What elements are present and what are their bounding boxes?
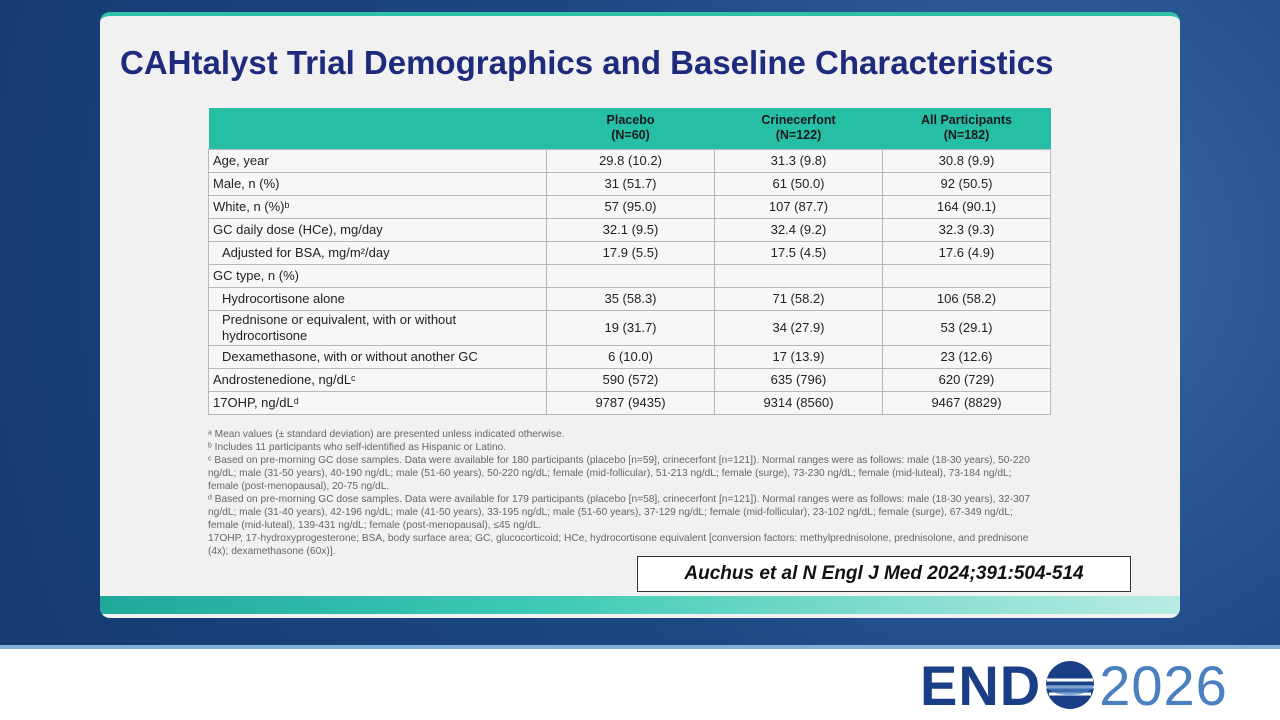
cell-value: 71 (58.2): [714, 286, 883, 311]
logo-globe: [1046, 661, 1095, 709]
cell-value: 6 (10.0): [546, 344, 715, 369]
logo-text: END: [920, 653, 1042, 717]
row-label: Age, year: [208, 148, 547, 173]
cell-empty: [714, 263, 883, 288]
data-table: Placebo (N=60) Crinecerfont (N=122) All Part…: [208, 108, 1051, 415]
cell-value: 32.4 (9.2): [714, 217, 883, 242]
row-label: Prednisone or equivalent, with or withou…: [208, 309, 547, 346]
cell-value: 31 (51.7): [546, 171, 715, 196]
logo: END 2026: [920, 653, 1228, 717]
slide-title: CAHtalyst Trial Demographics and Baselin…: [120, 44, 1054, 81]
cell-value: 34 (27.9): [714, 309, 883, 346]
logo-year: 2026: [1099, 653, 1228, 717]
cell-value: 92 (50.5): [882, 171, 1051, 196]
cell-value: 17.6 (4.9): [882, 240, 1051, 265]
table-row: Adjusted for BSA, mg/m²/day 17.9 (5.5) 17.…: [208, 240, 1051, 265]
cell-value: 590 (572): [546, 367, 715, 392]
header-row: Placebo (N=60) Crinecerfont (N=122) All Part…: [208, 108, 1051, 149]
table-row: 17OHP, ng/dLᵈ 9787 (9435) 9314 (8560) 9467 …: [208, 390, 1051, 415]
cell-value: 9314 (8560): [714, 390, 883, 415]
cell-value: 9467 (8829): [882, 390, 1051, 415]
table-row: Dexamethasone, with or without another G…: [208, 344, 1051, 369]
row-label: Dexamethasone, with or without another G…: [208, 344, 547, 369]
table-row: Hydrocortisone alone 35 (58.3) 71 (58.2) 10…: [208, 286, 1051, 311]
table-row: GC daily dose (HCe), mg/day 32.1 (9.5) 32.…: [208, 217, 1051, 242]
header-line: (N=60): [611, 128, 650, 143]
cell-value: 53 (29.1): [882, 309, 1051, 346]
row-label: Hydrocortisone alone: [208, 286, 547, 311]
cell-value: 31.3 (9.8): [714, 148, 883, 173]
table-row: GC type, n (%): [208, 263, 1051, 288]
cell-value: 32.1 (9.5): [546, 217, 715, 242]
cell-empty: [546, 263, 715, 288]
cell-value: 620 (729): [882, 367, 1051, 392]
table-row: Male, n (%) 31 (51.7) 61 (50.0) 92 (50.5): [208, 171, 1051, 196]
footnote: ᵃ Mean values (± standard deviation) are…: [208, 429, 565, 440]
row-label: GC type, n (%): [208, 263, 547, 288]
row-label: White, n (%)ᵇ: [208, 194, 547, 219]
cell-value: 635 (796): [714, 367, 883, 392]
cell-value: 17 (13.9): [714, 344, 883, 369]
footnote: 17OHP, 17-hydroxyprogesterone; BSA, body…: [208, 533, 1029, 557]
cell-value: 9787 (9435): [546, 390, 715, 415]
footnotes: ᵃ Mean values (± standard deviation) are…: [208, 428, 1038, 558]
header-line: All Participants: [921, 113, 1012, 128]
header-line: (N=122): [775, 128, 822, 143]
header-cell: [208, 108, 547, 149]
cell-value: 164 (90.1): [882, 194, 1051, 219]
bottom-bar: [100, 596, 1180, 614]
cell-value: 107 (87.7): [714, 194, 883, 219]
row-label: 17OHP, ng/dLᵈ: [208, 390, 547, 415]
table-body: Age, year 29.8 (10.2) 31.3 (9.8) 30.8 (9.9)…: [208, 148, 1051, 415]
table-row: Prednisone or equivalent, with or withou…: [208, 309, 1051, 346]
table-row: Androstenedione, ng/dLᶜ 590 (572) 635 (796…: [208, 367, 1051, 392]
row-label: Male, n (%): [208, 171, 547, 196]
header-line: Crinecerfont: [761, 113, 836, 128]
cell-value: 57 (95.0): [546, 194, 715, 219]
cell-value: 23 (12.6): [882, 344, 1051, 369]
footnote: ᶜ Based on pre-morning GC dose samples. …: [208, 455, 1030, 492]
cell-empty: [882, 263, 1051, 288]
citation: Auchus et al N Engl J Med 2024;391:504-5…: [637, 556, 1131, 592]
cell-value: 61 (50.0): [714, 171, 883, 196]
row-label: Adjusted for BSA, mg/m²/day: [208, 240, 547, 265]
row-label: GC daily dose (HCe), mg/day: [208, 217, 547, 242]
header-cell: All Participants (N=182): [882, 108, 1051, 149]
slide-panel: CAHtalyst Trial Demographics and Baselin…: [100, 12, 1180, 618]
header-cell: Crinecerfont (N=122): [714, 108, 883, 149]
footnote: ᵇ Includes 11 participants who self-iden…: [208, 442, 507, 453]
cell-value: 32.3 (9.3): [882, 217, 1051, 242]
cell-value: 30.8 (9.9): [882, 148, 1051, 173]
header-cell: Placebo (N=60): [546, 108, 715, 149]
table-row: Age, year 29.8 (10.2) 31.3 (9.8) 30.8 (9.9): [208, 148, 1051, 173]
header-line: (N=182): [943, 128, 990, 143]
cell-value: 35 (58.3): [546, 286, 715, 311]
cell-value: 17.9 (5.5): [546, 240, 715, 265]
footnote: ᵈ Based on pre-morning GC dose samples. …: [208, 494, 1031, 531]
header-line: Placebo: [606, 113, 655, 128]
cell-value: 17.5 (4.5): [714, 240, 883, 265]
table-row: White, n (%)ᵇ 57 (95.0) 107 (87.7) 164 (90.…: [208, 194, 1051, 219]
row-label: Androstenedione, ng/dLᶜ: [208, 367, 547, 392]
cell-value: 29.8 (10.2): [546, 148, 715, 173]
cell-value: 19 (31.7): [546, 309, 715, 346]
cell-value: 106 (58.2): [882, 286, 1051, 311]
